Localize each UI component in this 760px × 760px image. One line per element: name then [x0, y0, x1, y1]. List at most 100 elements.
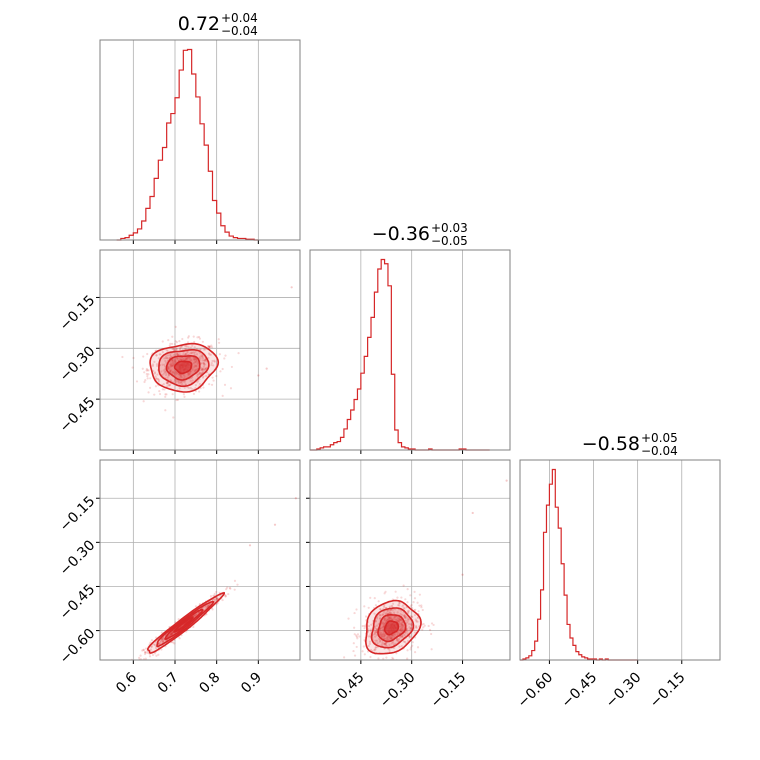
scatter-point	[182, 357, 185, 361]
scatter-point	[210, 383, 214, 386]
scatter-point	[191, 368, 194, 371]
scatter-point	[148, 386, 152, 389]
scatter-point	[184, 383, 187, 386]
scatter-point	[169, 363, 172, 366]
scatter-point	[161, 351, 164, 354]
scatter-point	[398, 645, 401, 648]
scatter-point	[172, 361, 175, 364]
scatter-outlier	[471, 511, 474, 515]
scatter-point	[386, 618, 389, 621]
scatter-point	[175, 348, 178, 351]
scatter-outlier	[257, 374, 260, 377]
scatter-point	[166, 376, 169, 379]
scatter-point	[361, 624, 364, 628]
scatter-point	[169, 355, 172, 358]
histogram-panel-0: 0.72 +0.04−0.04	[99, 11, 301, 244]
scatter-point	[399, 628, 402, 631]
scatter-point	[383, 611, 386, 614]
scatter-point	[171, 360, 175, 363]
scatter-point	[414, 626, 418, 629]
scatter-point	[395, 652, 398, 655]
scatter-point	[169, 342, 172, 346]
scatter-point	[388, 616, 391, 619]
scatter-point	[390, 637, 393, 640]
scatter-point	[155, 654, 158, 657]
scatter-point	[397, 620, 401, 624]
corner-panels: 0.72 +0.04−0.04−0.36 +0.03−0.05−0.58 +0.05−…	[57, 11, 721, 712]
scatter-point	[393, 615, 396, 619]
scatter-point	[164, 393, 167, 396]
scatter-point	[141, 649, 144, 652]
scatter-point	[198, 382, 201, 386]
scatter-point	[150, 639, 154, 642]
scatter-point	[155, 636, 158, 639]
scatter-point	[367, 635, 370, 638]
scatter-point	[144, 379, 147, 382]
scatter-point	[407, 622, 411, 626]
scatter-point	[400, 596, 403, 599]
scatter-point	[213, 592, 216, 596]
scatter-point	[164, 357, 167, 360]
scatter-point	[161, 340, 164, 343]
scatter-point	[204, 367, 207, 371]
scatter-point	[151, 364, 155, 368]
scatter-point	[400, 618, 403, 622]
scatter-point	[149, 641, 152, 644]
scatter-point	[388, 648, 391, 652]
scatter-point	[154, 375, 157, 378]
scatter-point	[210, 362, 213, 365]
scatter-point	[149, 377, 152, 380]
histogram-1-frame	[309, 249, 511, 451]
x-tick-label: −0.60	[515, 670, 557, 712]
histogram-step-line	[116, 48, 259, 241]
scatter-point	[159, 641, 162, 644]
scatter-point	[176, 353, 180, 356]
scatter-point	[404, 631, 407, 635]
scatter-point	[383, 618, 386, 621]
scatter-point	[392, 611, 396, 614]
scatter-point	[402, 604, 405, 607]
scatter-point	[206, 344, 210, 348]
scatter-point	[142, 355, 145, 358]
scatter-point	[174, 380, 177, 383]
scatter-point	[414, 608, 417, 611]
scatter-point	[174, 359, 177, 362]
scatter-point	[131, 366, 134, 369]
scatter-point	[390, 604, 393, 607]
scatter-point	[201, 367, 204, 370]
scatter-point	[170, 362, 173, 365]
scatter-point	[368, 642, 372, 645]
scatter-point	[392, 657, 395, 660]
scatter-point	[208, 346, 211, 349]
scatter-point	[221, 394, 224, 397]
scatter-point	[160, 638, 163, 641]
contour-level	[173, 616, 194, 633]
scatter-point	[169, 369, 173, 372]
scatter-point	[415, 619, 418, 622]
scatter-point	[167, 339, 170, 342]
scatter-point	[404, 640, 407, 643]
x-tick-label: −0.30	[603, 670, 645, 712]
scatter-point	[233, 579, 237, 583]
title-plus-error: +0.05	[641, 431, 678, 445]
scatter-point	[202, 375, 205, 378]
scatter-point	[387, 638, 390, 641]
scatter-point	[166, 349, 169, 353]
scatter-point	[396, 631, 399, 634]
scatter-point	[215, 598, 219, 601]
scatter-point	[224, 594, 227, 598]
scatter-point	[171, 631, 174, 635]
scatter-point	[221, 367, 224, 371]
scatter-point	[378, 607, 382, 611]
scatter-point	[398, 604, 401, 607]
scatter-point	[403, 614, 406, 617]
scatter-point	[387, 618, 390, 621]
scatter-point	[160, 631, 163, 634]
param-title-0: 0.72 +0.04−0.04	[178, 11, 258, 38]
scatter-point	[236, 583, 239, 586]
scatter-point	[390, 635, 393, 638]
scatter-point	[373, 627, 377, 630]
scatter-point	[428, 628, 432, 632]
scatter-point	[212, 594, 215, 597]
scatter-point	[374, 646, 378, 649]
